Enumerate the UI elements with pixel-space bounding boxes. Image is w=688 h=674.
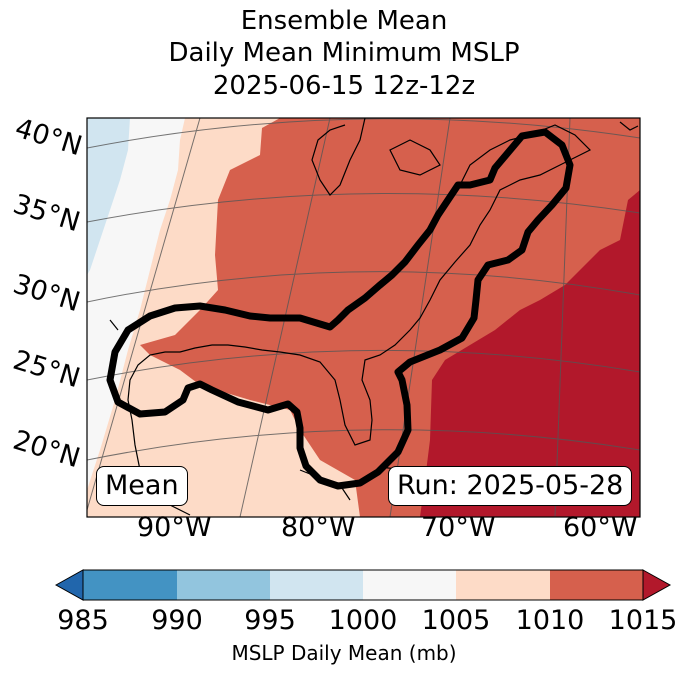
colorbar-tick-995: 995 — [244, 605, 296, 636]
lon-label-60: 60°W — [563, 512, 638, 543]
colorbar-over-arrow — [642, 569, 672, 601]
colorbar-frame — [82, 569, 644, 601]
title-line-2: Daily Mean Minimum MSLP — [168, 38, 520, 68]
colorbar-tick-1005: 1005 — [421, 605, 491, 636]
colorbar-segment-990-995 — [177, 570, 270, 600]
lon-label-90: 90°W — [137, 512, 212, 543]
zone-1000-1005 — [87, 118, 185, 490]
colorbar-tick-990: 990 — [151, 605, 203, 636]
colorbar-label: MSLP Daily Mean (mb) — [231, 641, 457, 665]
colorbar-tick-985: 985 — [57, 605, 109, 636]
zone-995-1000 — [87, 118, 130, 275]
title-line-3: 2025-06-15 12z-12z — [212, 71, 476, 101]
colorbar-segment-1000-1005 — [363, 570, 456, 600]
mean-label: Mean — [96, 466, 188, 506]
colorbar-segment-1005-1010 — [456, 570, 550, 600]
colorbar-tick-1010: 1010 — [515, 605, 585, 636]
mslp-field — [87, 118, 640, 517]
lon-label-80: 80°W — [281, 512, 356, 543]
title-line-1: Ensemble Mean — [240, 6, 448, 36]
colorbar-under-arrow — [54, 569, 84, 601]
mslp-1010-contour — [106, 128, 574, 490]
colorbar-tick-1000: 1000 — [328, 605, 398, 636]
colorbar-segment-995-1000 — [270, 570, 363, 600]
colorbar-segment-985-990 — [83, 570, 177, 600]
colorbar-segment-1010-1015 — [550, 570, 643, 600]
lon-label-70: 70°W — [421, 512, 496, 543]
map-frame — [86, 117, 641, 518]
colorbar-tick-1015: 1015 — [608, 605, 678, 636]
zone-over-1015 — [420, 190, 640, 517]
run-date-label: Run: 2025-05-28 — [388, 466, 633, 506]
